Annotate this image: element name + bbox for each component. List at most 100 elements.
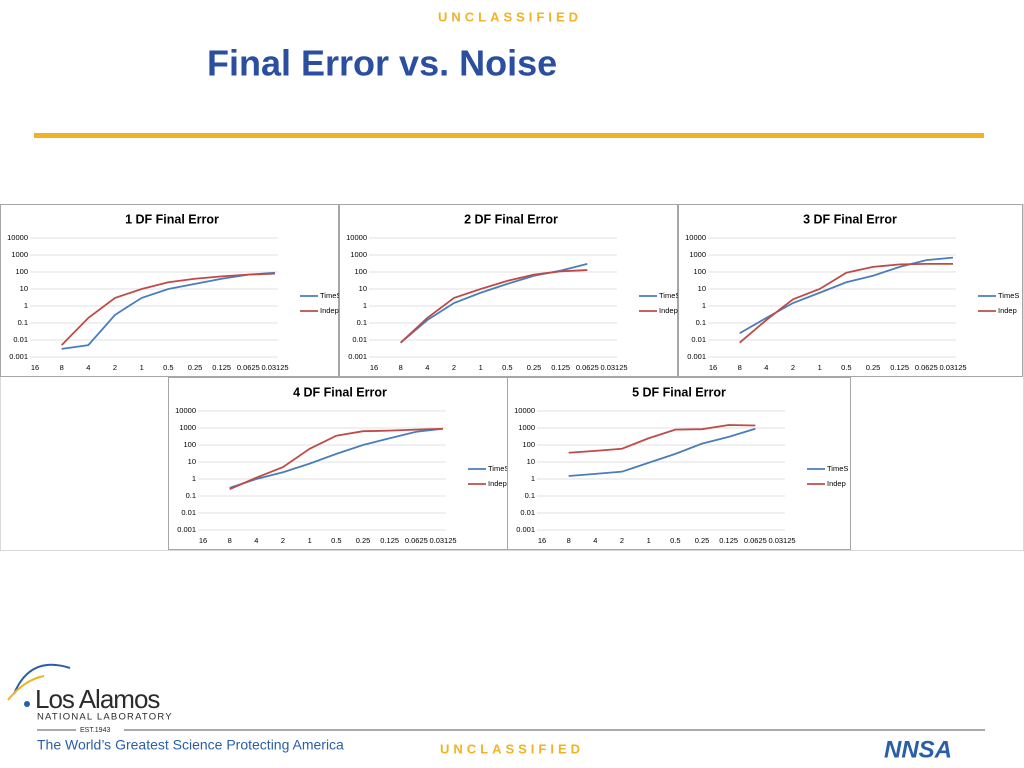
x-tick-label: 0.25 — [356, 536, 371, 545]
x-tick-label: 16 — [31, 363, 39, 372]
x-tick-label: 16 — [538, 536, 546, 545]
logo-est: EST.1943 — [80, 727, 110, 734]
chart: 3 DF Final Error0.0010.010.1110100100010… — [678, 204, 1023, 377]
y-tick-label: 0.1 — [696, 318, 706, 327]
logo-name: Los Alamos — [35, 684, 160, 714]
x-tick-label: 1 — [647, 536, 651, 545]
x-tick-label: 0.25 — [527, 363, 542, 372]
chart-box — [507, 377, 851, 550]
y-tick-label: 0.01 — [13, 335, 28, 344]
chart: 4 DF Final Error0.0010.010.1110100100010… — [168, 377, 512, 550]
chart-title: 1 DF Final Error — [125, 212, 219, 226]
legend-label: Indep — [827, 479, 846, 488]
y-tick-label: 1 — [24, 301, 28, 310]
agency-logo: NNSA — [884, 736, 952, 763]
x-tick-label: 0.5 — [331, 536, 341, 545]
x-tick-label: 8 — [60, 363, 64, 372]
y-tick-label: 10000 — [514, 406, 535, 415]
y-tick-label: 0.001 — [177, 525, 196, 534]
x-tick-label: 0.5 — [670, 536, 680, 545]
x-tick-label: 2 — [452, 363, 456, 372]
y-tick-label: 10 — [359, 284, 367, 293]
series-line — [61, 272, 276, 346]
y-tick-label: 0.01 — [691, 335, 706, 344]
x-tick-label: 0.125 — [719, 536, 738, 545]
y-tick-label: 100 — [522, 440, 535, 449]
legend-label: TimeS — [827, 464, 848, 473]
y-tick-label: 0.1 — [186, 491, 196, 500]
x-tick-label: 0.5 — [502, 363, 512, 372]
y-tick-label: 100 — [354, 267, 367, 276]
logo-dot — [24, 701, 30, 707]
x-tick-label: 0.03125 — [261, 363, 288, 372]
legend-label: Indep — [488, 479, 507, 488]
logo-swoosh — [13, 663, 71, 695]
x-tick-label: 0.03125 — [600, 363, 627, 372]
x-tick-label: 4 — [593, 536, 597, 545]
series-line — [739, 262, 953, 344]
y-tick-label: 1 — [531, 474, 535, 483]
y-tick-label: 0.001 — [348, 352, 367, 361]
x-tick-label: 2 — [281, 536, 285, 545]
series-line — [229, 427, 444, 491]
x-tick-label: 0.5 — [163, 363, 173, 372]
chart-box — [168, 377, 512, 550]
legend-label: Indep — [998, 306, 1017, 315]
series-line — [568, 427, 756, 477]
x-tick-label: 0.125 — [212, 363, 231, 372]
y-tick-label: 0.01 — [181, 508, 196, 517]
x-tick-label: 0.0625 — [915, 363, 938, 372]
x-tick-label: 8 — [567, 536, 571, 545]
logo-sub: NATIONAL LABORATORY — [37, 712, 173, 723]
y-tick-label: 10 — [20, 284, 28, 293]
y-tick-label: 0.001 — [687, 352, 706, 361]
y-tick-label: 0.1 — [525, 491, 535, 500]
y-tick-label: 0.001 — [516, 525, 535, 534]
x-tick-label: 0.125 — [380, 536, 399, 545]
y-tick-label: 1 — [363, 301, 367, 310]
chart: 1 DF Final Error0.0010.010.1110100100010… — [0, 204, 341, 377]
tagline: The World’s Greatest Science Protecting … — [37, 737, 344, 753]
x-tick-label: 1 — [308, 536, 312, 545]
chart: 2 DF Final Error0.0010.010.1110100100010… — [339, 204, 680, 377]
y-tick-label: 0.1 — [18, 318, 28, 327]
logo-swoosh — [7, 675, 45, 701]
x-tick-label: 2 — [113, 363, 117, 372]
legend-label: Indep — [659, 306, 678, 315]
x-tick-label: 0.5 — [841, 363, 851, 372]
y-tick-label: 1000 — [689, 250, 706, 259]
y-tick-label: 10000 — [7, 233, 28, 242]
y-tick-label: 100 — [183, 440, 196, 449]
chart-title: 3 DF Final Error — [803, 212, 897, 226]
y-tick-label: 1000 — [518, 423, 535, 432]
x-tick-label: 4 — [425, 363, 429, 372]
x-tick-label: 0.0625 — [744, 536, 767, 545]
footer-classification: UNCLASSIFIED — [440, 741, 584, 756]
x-tick-label: 1 — [140, 363, 144, 372]
legend-label: TimeS — [488, 464, 509, 473]
slide-title: Final Error vs. Noise — [207, 43, 557, 84]
x-tick-label: 1 — [479, 363, 483, 372]
x-tick-label: 0.03125 — [939, 363, 966, 372]
y-tick-label: 0.001 — [9, 352, 28, 361]
y-tick-label: 0.01 — [352, 335, 367, 344]
charts: 1 DF Final Error0.0010.010.1110100100010… — [0, 204, 1023, 550]
x-tick-label: 0.25 — [866, 363, 881, 372]
x-tick-label: 16 — [199, 536, 207, 545]
series-line — [229, 427, 444, 489]
y-tick-label: 0.1 — [357, 318, 367, 327]
y-tick-label: 0.01 — [520, 508, 535, 517]
legend-label: TimeS — [659, 291, 680, 300]
x-tick-label: 8 — [228, 536, 232, 545]
x-tick-label: 2 — [791, 363, 795, 372]
chart-box — [0, 204, 339, 377]
y-tick-label: 1 — [192, 474, 196, 483]
y-tick-label: 1000 — [179, 423, 196, 432]
chart-title: 5 DF Final Error — [632, 385, 726, 399]
chart: 5 DF Final Error0.0010.010.1110100100010… — [507, 377, 851, 550]
x-tick-label: 8 — [399, 363, 403, 372]
chart-title: 2 DF Final Error — [464, 212, 558, 226]
header-classification: UNCLASSIFIED — [438, 9, 582, 24]
chart-box — [678, 204, 1023, 377]
x-tick-label: 0.0625 — [576, 363, 599, 372]
